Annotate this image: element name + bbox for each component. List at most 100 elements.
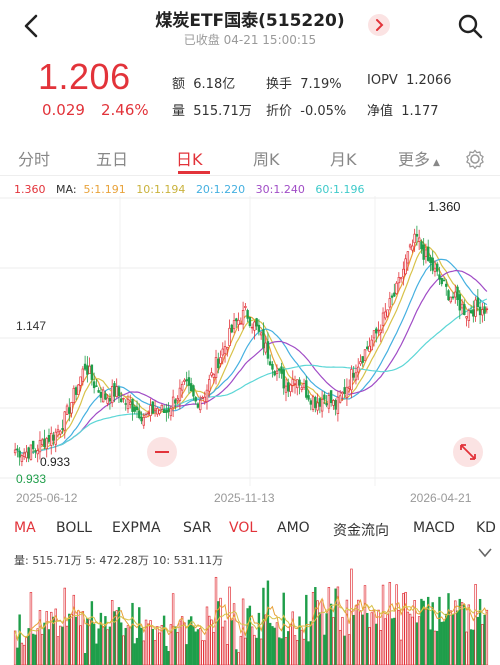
volume-bar [97,628,100,665]
zoom-out-button[interactable] [147,437,177,467]
iopv: IOPV 1.2066 [367,73,452,88]
candle-body [320,399,324,412]
volume-bar [68,613,71,665]
candle-body [275,370,279,374]
volume-bar [52,616,55,665]
ind-tab-expma[interactable]: EXPMA [112,520,161,536]
discount: 折价 -0.05% [266,104,347,119]
volume-bar [65,625,69,665]
candle-body [363,349,367,362]
candle-body [361,356,364,363]
candle-body [257,324,261,332]
chevron-down-icon[interactable] [476,546,494,560]
settings-gear-icon[interactable] [464,148,486,170]
candle-body [397,277,401,284]
next-stock-button[interactable] [368,14,390,36]
volume-bar [467,604,471,665]
back-arrow-icon[interactable] [18,12,46,40]
volume-bar [402,593,405,665]
ind-tab-fund-flow[interactable]: 资金流向 [333,523,389,539]
candle-body [31,440,35,450]
candle-body [368,345,371,352]
volume-bar [248,605,252,665]
ind-tab-kd[interactable]: KD [476,520,496,536]
candle-body [151,401,155,414]
volume-chart[interactable] [0,565,500,665]
ind-tab-macd[interactable]: MACD [413,520,455,536]
candle-body [16,448,19,451]
candlestick-chart[interactable]: 1.360 1.147 0.933 0.933 2025-06-12 2025-… [0,196,500,514]
fullscreen-button[interactable] [453,437,483,467]
candle-body [289,384,292,393]
candle-body [422,244,425,260]
volume-bar [194,631,197,665]
ma-legend: 1.360 MA: 5:1.191 10:1.194 20:1.220 30:1… [14,183,365,196]
search-icon[interactable] [456,12,484,40]
volume-bar [399,639,403,665]
candle-body [219,357,222,364]
volume-bar [384,618,387,665]
volume-bar [420,598,423,665]
volume-bar [230,620,234,665]
candle-body [271,363,274,370]
candle-body [463,304,466,315]
volume-bar [426,596,430,665]
tab-five-day[interactable]: 五日 [96,150,129,169]
turnover-amount: 额 6.18亿 [172,77,236,92]
candle-body [52,434,55,441]
candle-body [70,402,73,414]
candle-body [454,291,457,298]
volume-bar [483,614,486,665]
candle-body [300,387,303,390]
volume-bar [343,635,346,665]
volume-bar [117,607,121,665]
candle-body [347,386,351,389]
volume-bar [174,626,177,665]
volume-bar [144,619,148,665]
volume-bar [16,647,19,665]
candle-body [126,398,130,410]
tab-more[interactable]: 更多 ▲ [398,150,440,169]
volume-bar [79,625,82,665]
candle-body [20,455,24,462]
candle-body [302,383,306,388]
ind-tab-ma[interactable]: MA [14,520,36,536]
candle-body [196,403,200,408]
candle-body [72,387,76,403]
volume-bar [280,638,283,665]
volume-bar [135,637,139,665]
candle-body [327,395,331,409]
tab-daily-k[interactable]: 日K [176,150,203,169]
ind-tab-sar[interactable]: SAR [183,520,212,536]
ind-tab-vol[interactable]: VOL [229,520,258,536]
tab-weekly-k[interactable]: 周K [253,150,280,169]
volume-bar [113,611,116,665]
ind-tab-amo[interactable]: AMO [277,520,310,536]
candle-body [296,379,299,389]
candle-body [138,410,141,419]
candle-body [449,296,452,303]
volume-bar [108,626,112,665]
ma30-line [15,269,488,455]
volume-bar [379,630,382,665]
candle-body [293,383,297,385]
candle-body [404,258,407,275]
candle-body [122,397,125,400]
ma-legend-value: 1.360 [14,183,46,196]
candle-body [253,321,256,331]
ma5-line [15,239,488,457]
ind-tab-boll[interactable]: BOLL [56,520,92,536]
candle-body [169,408,173,417]
tab-monthly-k[interactable]: 月K [330,150,357,169]
candle-body [280,366,283,374]
candle-body [406,251,410,264]
candle-body [183,379,186,382]
ma20-line [15,258,488,455]
volume-bar [300,629,303,665]
candle-body [101,389,105,403]
volume-bar [456,610,459,665]
candle-body [381,312,385,326]
tab-intraday[interactable]: 分时 [18,150,51,169]
volume-bar [43,622,46,665]
volume: 量 515.71万 [172,104,252,119]
